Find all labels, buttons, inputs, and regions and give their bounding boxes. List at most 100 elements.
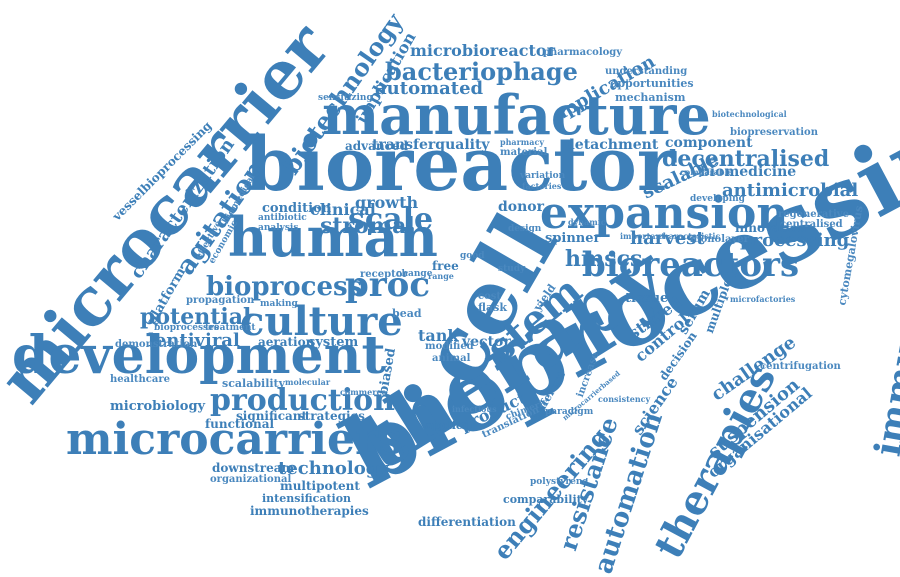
- word-infectious: infectious: [452, 404, 497, 414]
- word-bead: bead: [392, 307, 422, 320]
- word-biopreservation: biopreservation: [730, 127, 818, 138]
- word-molecular: molecular: [285, 377, 331, 387]
- word-innovation: innovation: [735, 221, 807, 235]
- word-stromal: stromal: [320, 213, 415, 239]
- word-treatment: treatment: [205, 323, 256, 333]
- word-condition: condition: [262, 201, 332, 216]
- word-system: system: [308, 335, 359, 350]
- word-proc: proc: [345, 265, 431, 305]
- word-monolayer: monolayer: [690, 234, 749, 245]
- word-opportunities: opportunities: [610, 77, 694, 90]
- word-differentiation: differentiation: [418, 515, 516, 529]
- word-biomedicine: biomedicine: [700, 164, 797, 180]
- word-consistency: consistency: [598, 394, 651, 404]
- word-component: component: [665, 135, 753, 151]
- word-lentiviral: lentiviral: [148, 330, 240, 351]
- word-comparability: comparability: [503, 493, 589, 506]
- word-aeration: aeration: [258, 335, 315, 349]
- word-biotechnological: biotechnological: [712, 109, 787, 119]
- word-flask: flask: [478, 301, 507, 314]
- word-centrifugation: centrifugation: [760, 361, 841, 372]
- word-microcarriers: microcarriers: [66, 414, 403, 465]
- word-range: range: [428, 271, 454, 281]
- word-factories: factories: [522, 181, 562, 191]
- word-immunotherapies: immunotherapies: [250, 504, 369, 518]
- word-good: good: [460, 251, 485, 261]
- word-transferquality: transferquality: [372, 137, 490, 153]
- word-scale: scale: [348, 202, 434, 237]
- word-vector: vector: [462, 334, 511, 350]
- word-bioprocess: bioprocess: [206, 272, 363, 302]
- word-potential: potential: [140, 304, 252, 330]
- word-important: important: [620, 231, 666, 241]
- word-comparable: comparable: [680, 167, 733, 177]
- word-harvest: harvest: [630, 228, 705, 249]
- word-tissue: tissue: [625, 291, 669, 306]
- word-material: material: [500, 147, 548, 158]
- word-advanced: advanced: [345, 139, 408, 153]
- word-free: free: [432, 259, 459, 273]
- word-bacteriophage: bacteriophage: [385, 57, 578, 86]
- word-tank: tank: [418, 326, 459, 345]
- word-applied: applied: [425, 419, 471, 432]
- word-decentralised: decentralised: [662, 146, 830, 172]
- word-organizational: organizational: [210, 474, 292, 485]
- word-antibiotic: antibiotic: [258, 213, 307, 223]
- word-detachment: detachment: [565, 137, 659, 153]
- word-commerce: commerce: [340, 387, 387, 397]
- word-downstream: downstream: [212, 461, 295, 475]
- word-study: study: [498, 264, 526, 274]
- word-paradigm: paradigm: [545, 407, 594, 417]
- word-mechanism: mechanism: [615, 91, 686, 104]
- word-human: human: [228, 205, 438, 269]
- word-bioprocesses: bioprocesses: [154, 323, 219, 333]
- word-donor: donor: [498, 199, 545, 215]
- word-functional: functional: [205, 417, 275, 431]
- word-spinner: spinner: [545, 231, 601, 246]
- word-growth: growth: [355, 193, 419, 212]
- word-microbiology: microbiology: [110, 399, 206, 414]
- word-centralised: centralised: [780, 219, 843, 230]
- word-receptor: receptor: [360, 269, 408, 280]
- word-healthcare: healthcare: [110, 374, 170, 385]
- word-regenerative: regenerative: [778, 209, 849, 220]
- word-polystyrene: polystyrene: [530, 477, 589, 487]
- word-bioreactor: bioreactor: [245, 122, 676, 208]
- word-analysis: analysis: [258, 223, 299, 233]
- word-strategies: strategies: [298, 409, 365, 423]
- word-hmscs: hmscs: [565, 246, 643, 272]
- word-characteristic: characteristic: [658, 231, 721, 241]
- word-dynamic: dynamic: [568, 217, 606, 227]
- word-cost: cost: [478, 291, 502, 302]
- word-demonstration: demonstration: [115, 339, 198, 350]
- word-pharmacology: pharmacology: [543, 47, 623, 58]
- word-variation: variation: [520, 171, 566, 181]
- word-microbioreactor: microbioreactor: [410, 41, 555, 60]
- word-technology: technology: [278, 458, 389, 479]
- word-change: change: [396, 269, 433, 279]
- word-sensitizing: sensitizing: [318, 93, 373, 103]
- word-multipotent: multipotent: [280, 479, 360, 493]
- word-understanding: understanding: [605, 66, 688, 77]
- word-modified: modified: [425, 341, 474, 352]
- word-animal: animal: [432, 353, 471, 364]
- word-microfactories: microfactories: [730, 294, 796, 304]
- word-processing: processing: [740, 230, 850, 251]
- word-significant: significant: [236, 409, 308, 423]
- word-automated: automated: [375, 78, 484, 99]
- word-bioreactors: bioreactors: [582, 245, 800, 285]
- word-scalability: scalability: [222, 377, 286, 390]
- word-production: production: [210, 383, 395, 418]
- word-propagation: propagation: [186, 295, 255, 306]
- word-intensification: intensification: [262, 492, 352, 505]
- word-culture: culture: [240, 298, 403, 345]
- word-design: design: [508, 224, 542, 234]
- word-manufacture: manufacture: [322, 83, 711, 147]
- word-making: making: [260, 299, 298, 309]
- word-development: development: [12, 325, 386, 386]
- word-clinical: clinical: [310, 200, 376, 219]
- word-pharmacy: pharmacy: [500, 137, 544, 147]
- word-developing: developing: [690, 194, 745, 204]
- word-antimicrobial: antimicrobial: [722, 180, 859, 201]
